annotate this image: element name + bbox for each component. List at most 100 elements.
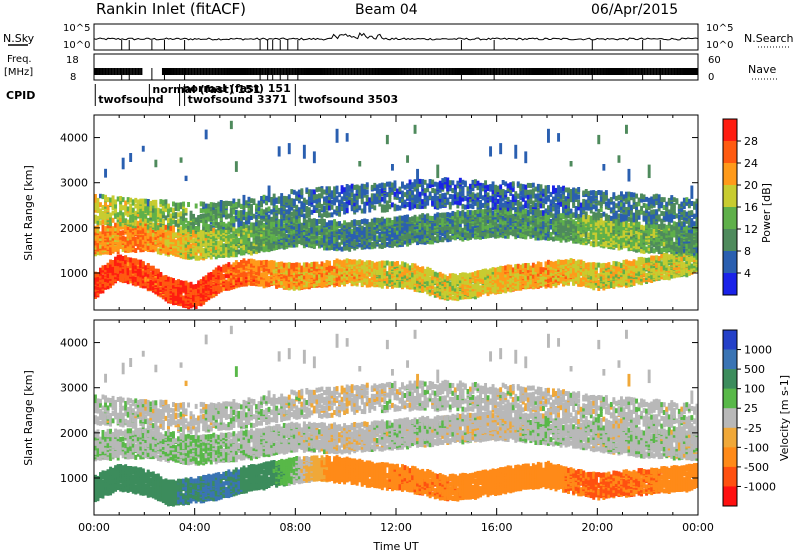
echo-cell	[381, 188, 384, 193]
freq-mark	[203, 68, 205, 75]
freq-mark	[316, 68, 318, 75]
echo-cell	[149, 213, 152, 218]
freq-mark	[606, 68, 608, 75]
echo-cell	[361, 219, 364, 224]
echo-cell	[303, 198, 306, 203]
freq-mark	[127, 68, 129, 75]
freq-mark	[357, 68, 359, 75]
echo-cell	[220, 200, 223, 211]
cpid-mode-label: twofsound 3371	[188, 93, 288, 106]
freq-mark	[293, 68, 295, 75]
freq-mark	[204, 68, 206, 75]
freq-mark	[310, 68, 312, 75]
echo-cell	[371, 261, 374, 266]
freq-mark	[654, 68, 656, 75]
freq-mark	[102, 68, 104, 75]
freq-mark	[476, 68, 478, 75]
freq-mark	[99, 68, 101, 75]
echo-cell	[386, 182, 389, 187]
freq-mark	[571, 68, 573, 75]
freq-mark	[345, 68, 347, 75]
echo-cell	[137, 234, 140, 239]
freq-mark	[336, 68, 338, 75]
freq-mark	[236, 68, 238, 75]
echo-cell	[310, 210, 313, 215]
echo-cell	[200, 285, 203, 290]
freq-mark	[452, 68, 454, 75]
freq-mark	[200, 68, 202, 75]
echo-cell	[202, 248, 205, 253]
echo-cell	[260, 260, 263, 265]
echo-cell	[165, 275, 168, 280]
echo-cell	[386, 218, 389, 223]
echo-cell	[180, 211, 183, 216]
echo-cell	[328, 220, 331, 225]
echo-cell	[104, 226, 107, 231]
freq-mark	[398, 68, 400, 75]
freq-mark	[355, 68, 357, 75]
echo-cell	[185, 229, 188, 234]
freq-mark	[524, 68, 526, 75]
freq-mark	[342, 68, 344, 75]
freq-mark	[330, 68, 332, 75]
echo-cell	[192, 214, 195, 219]
echo-cell	[270, 244, 273, 249]
freq-mark	[458, 68, 460, 75]
echo-cell	[225, 264, 228, 269]
echo-cell	[343, 210, 346, 215]
echo-cell	[124, 255, 127, 260]
echo-cell	[363, 227, 366, 232]
echo-cell	[202, 213, 205, 218]
echo-cell	[142, 146, 145, 152]
echo-cell	[134, 248, 137, 253]
echo-cell	[381, 261, 384, 266]
echo-cell	[235, 161, 238, 172]
echo-cell	[255, 214, 258, 219]
echo-cell	[270, 235, 273, 240]
echo-cell	[212, 228, 215, 233]
echo-cell	[250, 204, 253, 209]
echo-cell	[190, 211, 193, 216]
freq-mark	[311, 68, 313, 75]
freq-mark	[126, 68, 128, 75]
echo-cell	[386, 261, 389, 266]
echo-cell	[248, 259, 251, 264]
echo-cell	[358, 220, 361, 225]
echo-cell	[411, 216, 414, 221]
echo-cell	[318, 187, 321, 192]
freq-mark	[601, 68, 603, 75]
freq-mark	[422, 68, 424, 75]
echo-cell	[338, 200, 341, 205]
echo-cell	[321, 218, 324, 223]
echo-cell	[142, 261, 145, 266]
echo-cell	[290, 217, 293, 222]
echo-cell	[414, 179, 417, 184]
echo-cell	[368, 278, 371, 283]
freq-mark	[574, 68, 576, 75]
echo-cell	[399, 281, 402, 286]
echo-cell	[180, 280, 183, 285]
freq-mark	[683, 68, 685, 75]
freq-mark	[603, 68, 605, 75]
freq-mark	[583, 68, 585, 75]
freq-mark	[363, 68, 365, 75]
freq-trace	[94, 68, 698, 80]
freq-mark	[610, 68, 612, 75]
echo-cell	[205, 254, 208, 259]
echo-cell	[165, 245, 168, 250]
echo-cell	[295, 262, 298, 267]
freq-mark	[487, 68, 489, 75]
echo-cell	[263, 209, 266, 214]
freq-mark	[446, 68, 448, 75]
freq-mark	[586, 68, 588, 75]
echo-cell	[391, 183, 394, 188]
echo-cell	[245, 239, 248, 244]
echo-cell	[376, 262, 379, 267]
echo-cell	[222, 210, 225, 215]
freq-mark	[467, 68, 469, 75]
echo-cell	[104, 220, 107, 225]
freq-mark	[138, 68, 140, 75]
freq-mark	[459, 68, 461, 75]
echo-cell	[305, 220, 308, 225]
echo-cell	[371, 219, 374, 224]
